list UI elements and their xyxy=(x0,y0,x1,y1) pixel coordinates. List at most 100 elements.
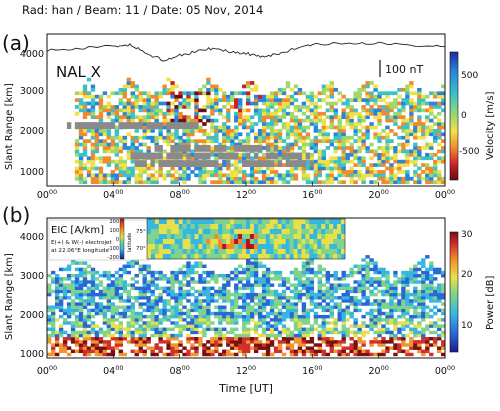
velocity-cell xyxy=(381,180,386,185)
power-cell xyxy=(230,292,235,297)
power-cell xyxy=(126,299,131,303)
eic-map xyxy=(147,219,346,260)
power-cell xyxy=(309,286,315,291)
power-cell xyxy=(425,340,430,344)
velocity-cell xyxy=(381,146,386,150)
power-cell xyxy=(218,314,223,319)
power-cell xyxy=(265,314,271,319)
velocity-cell xyxy=(130,105,135,109)
power-cell xyxy=(365,270,370,275)
power-cell xyxy=(146,296,151,300)
velocity-cell xyxy=(261,156,267,161)
power-cell xyxy=(385,280,390,284)
eic-lat-label: latitude xyxy=(127,233,133,252)
power-cell xyxy=(78,324,84,328)
velocity-cell xyxy=(214,132,219,137)
velocity-cell xyxy=(253,84,259,89)
velocity-cell xyxy=(329,87,334,92)
velocity-cell xyxy=(114,152,120,157)
velocity-cell xyxy=(242,108,247,113)
velocity-cell xyxy=(78,91,84,96)
velocity-cell xyxy=(337,122,342,126)
velocity-cell xyxy=(389,146,394,150)
power-cell xyxy=(58,349,64,354)
eic-cell xyxy=(178,239,183,245)
power-cell xyxy=(441,324,445,328)
velocity-cell xyxy=(265,176,271,181)
velocity-cell xyxy=(269,170,275,174)
eic-cell xyxy=(277,249,282,255)
velocity-cell xyxy=(126,81,131,85)
velocity-cell xyxy=(174,98,179,102)
velocity-cell xyxy=(110,146,116,150)
velocity-cell xyxy=(437,156,442,161)
power-cell xyxy=(401,302,406,306)
eic-cell xyxy=(198,224,203,230)
power-cell xyxy=(257,343,263,347)
power-cell xyxy=(190,277,195,281)
velocity-cell xyxy=(313,122,319,126)
velocity-cell xyxy=(301,139,307,143)
eic-cell xyxy=(186,224,191,230)
velocity-cell xyxy=(246,142,251,147)
power-cell xyxy=(194,337,199,341)
power-cell xyxy=(234,286,239,291)
ground-scatter-cell xyxy=(297,160,303,167)
velocity-cell xyxy=(353,111,358,116)
power-cell xyxy=(198,277,203,281)
power-cell xyxy=(321,330,326,335)
scale-bar-label: 100 nT xyxy=(385,63,423,76)
power-cell xyxy=(357,340,362,344)
power-cell xyxy=(261,274,267,278)
velocity-cell xyxy=(273,142,279,147)
eic-lat-tick: 75° xyxy=(136,229,146,235)
x-tick-min: 00 xyxy=(447,364,455,372)
power-cell xyxy=(433,299,438,303)
power-cell xyxy=(230,321,235,325)
velocity-cell xyxy=(162,84,167,89)
power-cell xyxy=(321,305,326,309)
panel-a-ylabel: Slant Range [km] xyxy=(4,83,15,170)
velocity-cell xyxy=(174,142,179,147)
power-cell xyxy=(441,283,445,287)
power-cell xyxy=(377,340,382,344)
power-cell xyxy=(273,321,279,325)
power-cell xyxy=(293,277,299,281)
velocity-cell xyxy=(198,129,203,133)
velocity-cell xyxy=(122,101,127,106)
power-cell xyxy=(230,308,235,313)
x-tick-label: 2000 xyxy=(368,364,388,377)
velocity-cell xyxy=(130,81,135,85)
power-cell xyxy=(353,318,358,322)
velocity-cell xyxy=(365,149,370,154)
ground-scatter-cell xyxy=(138,152,143,160)
velocity-cell xyxy=(405,149,410,154)
power-cell xyxy=(58,314,64,319)
power-cell xyxy=(289,349,295,354)
velocity-cell xyxy=(102,132,108,137)
velocity-cell xyxy=(122,180,127,185)
velocity-cell xyxy=(441,94,445,99)
velocity-cell xyxy=(146,180,151,185)
power-cell xyxy=(150,349,155,354)
power-cell xyxy=(50,346,56,350)
power-cell xyxy=(230,343,235,347)
velocity-cell xyxy=(277,146,283,150)
power-cell xyxy=(257,308,263,313)
eic-cell xyxy=(242,234,247,240)
velocity-cell xyxy=(349,108,354,113)
power-cell xyxy=(305,311,311,316)
power-cell xyxy=(261,318,267,322)
velocity-cell xyxy=(289,125,295,130)
power-cell xyxy=(202,280,207,284)
power-cell xyxy=(309,337,315,341)
velocity-cell xyxy=(425,180,430,185)
power-cell xyxy=(198,292,203,297)
power-cell xyxy=(329,340,334,344)
velocity-cell xyxy=(289,94,295,99)
ground-scatter-cell xyxy=(309,160,315,167)
velocity-cell xyxy=(317,163,323,167)
eic-cell xyxy=(174,229,179,235)
eic-cell xyxy=(166,224,171,230)
eic-cell xyxy=(166,234,171,240)
